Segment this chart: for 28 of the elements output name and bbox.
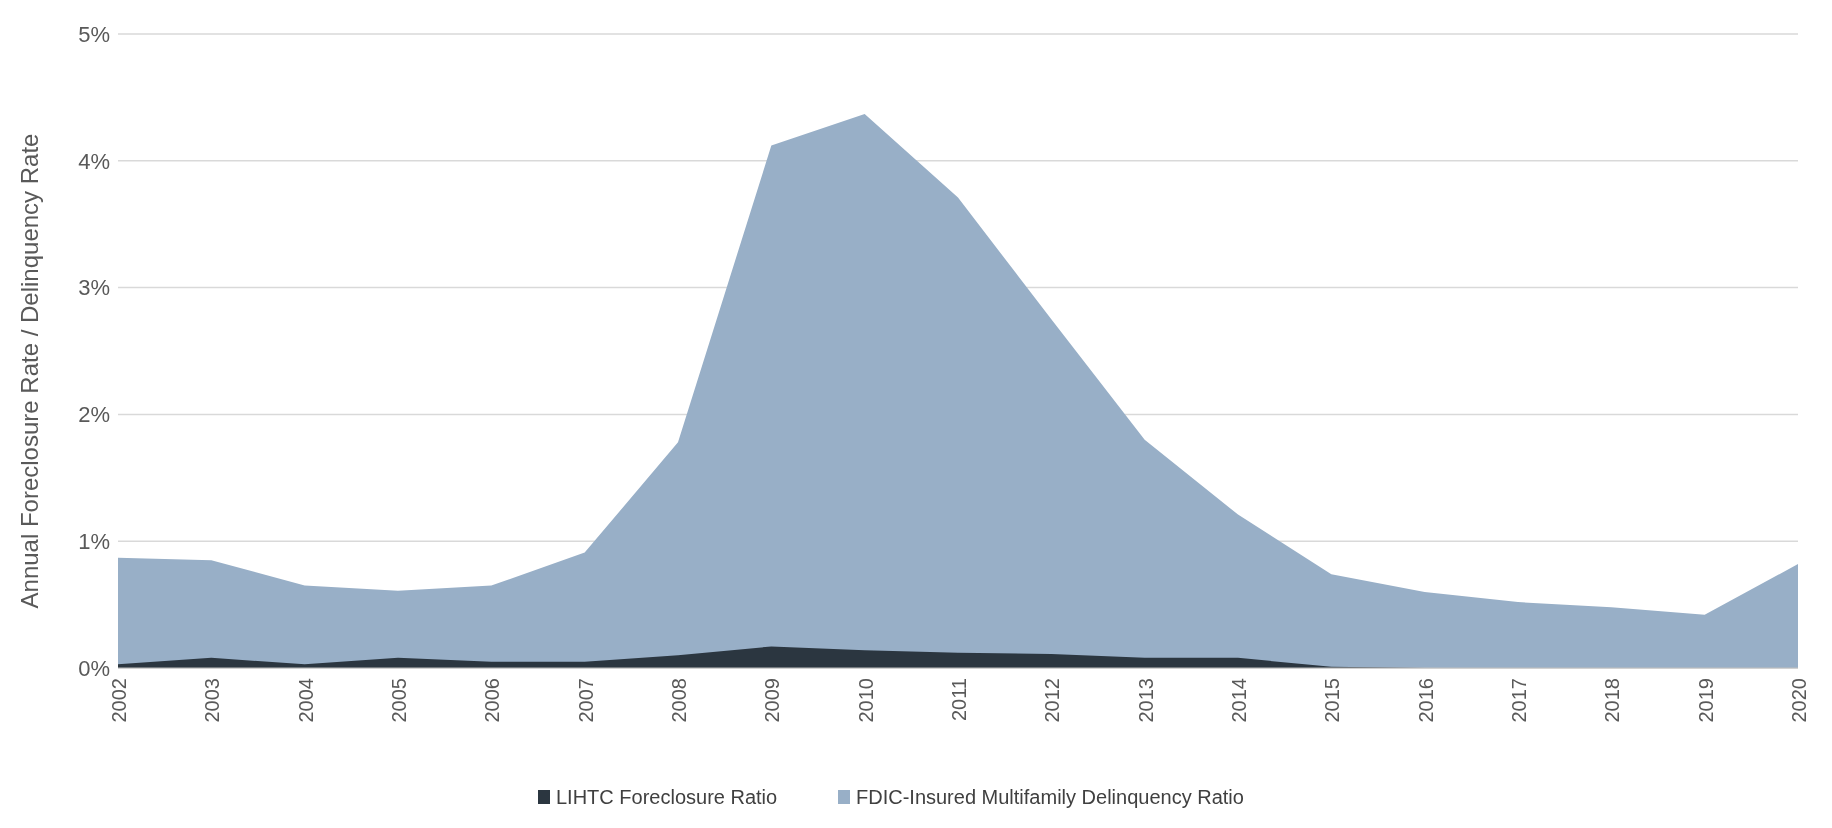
x-tick-label: 2016 <box>1414 678 1437 723</box>
y-tick-label: 5% <box>78 21 110 47</box>
x-tick-label: 2010 <box>854 678 877 723</box>
y-tick-label: 2% <box>78 402 110 428</box>
x-tick-label: 2020 <box>1788 678 1810 723</box>
x-tick-label: 2013 <box>1134 678 1157 723</box>
y-tick-label: 4% <box>78 148 110 174</box>
x-tick-label: 2008 <box>668 678 690 723</box>
y-tick-label: 3% <box>78 275 110 301</box>
x-tick-label: 2019 <box>1694 678 1717 723</box>
y-axis-title: Annual Foreclosure Rate / Delinquency Rate <box>16 133 43 609</box>
x-tick-label: 2012 <box>1041 678 1064 723</box>
y-tick-label: 0% <box>78 655 110 681</box>
x-tick-label: 2017 <box>1508 678 1530 723</box>
x-tick-label: 2005 <box>388 678 410 723</box>
x-tick-label: 2011 <box>948 678 970 722</box>
x-tick-label: 2018 <box>1601 678 1624 723</box>
x-tick-label: 2006 <box>481 678 504 723</box>
x-tick-label: 2014 <box>1228 678 1250 723</box>
x-tick-label: 2015 <box>1321 678 1344 723</box>
legend-label: LIHTC Foreclosure Ratio <box>556 786 778 808</box>
x-tick-label: 2003 <box>201 678 224 723</box>
x-tick-label: 2009 <box>761 678 784 723</box>
y-tick-label: 1% <box>78 528 110 554</box>
legend-label: FDIC-Insured Multifamily Delinquency Ratio <box>856 786 1244 808</box>
x-tick-label: 2007 <box>574 678 597 723</box>
x-tick-label: 2004 <box>294 678 317 723</box>
x-tick-label: 2002 <box>108 678 130 723</box>
